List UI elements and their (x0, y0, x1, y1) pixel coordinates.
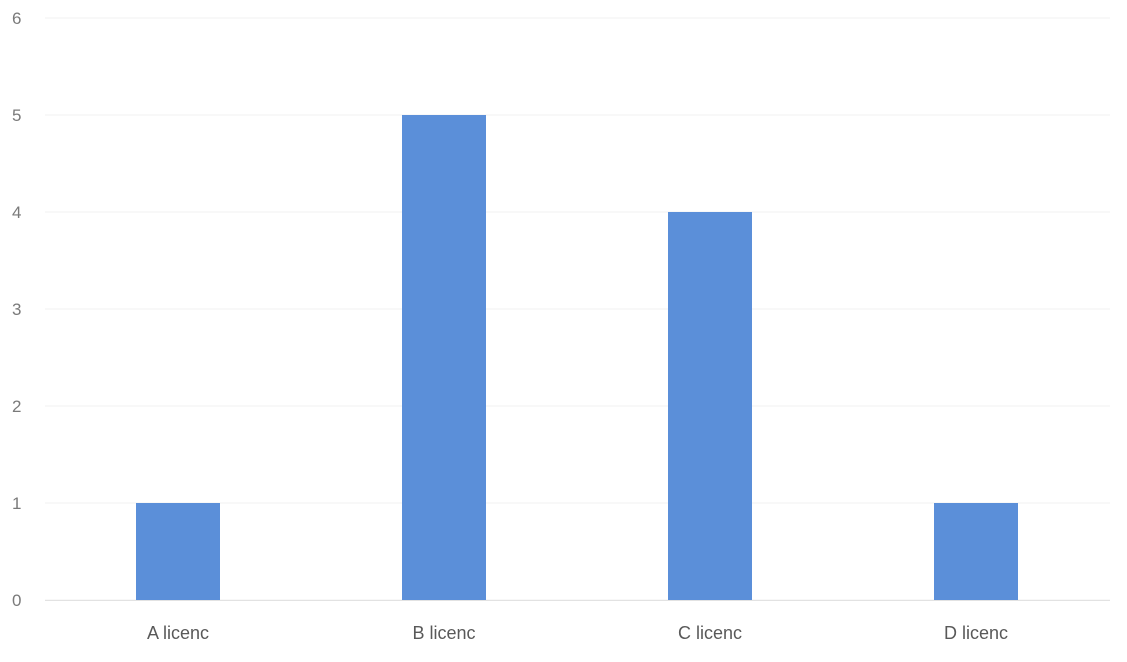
x-axis-category-labels: A licenc B licenc C licenc D licenc (147, 623, 1008, 643)
x-category-label: B licenc (412, 623, 475, 643)
y-axis-tick-labels: 0 1 2 3 4 5 6 (12, 9, 21, 610)
y-tick-label: 6 (12, 9, 21, 28)
y-tick-label: 1 (12, 494, 21, 513)
x-category-label: D licenc (944, 623, 1008, 643)
bar-3 (668, 212, 752, 600)
bar-2 (402, 115, 486, 600)
bars (136, 115, 1018, 600)
bar-4 (934, 503, 1018, 600)
y-tick-label: 5 (12, 106, 21, 125)
x-category-label: C licenc (678, 623, 742, 643)
gridlines (45, 17, 1110, 601)
x-category-label: A licenc (147, 623, 209, 643)
y-tick-label: 0 (12, 591, 21, 610)
y-tick-label: 4 (12, 203, 21, 222)
bar-1 (136, 503, 220, 600)
y-tick-label: 3 (12, 300, 21, 319)
y-tick-label: 2 (12, 397, 21, 416)
